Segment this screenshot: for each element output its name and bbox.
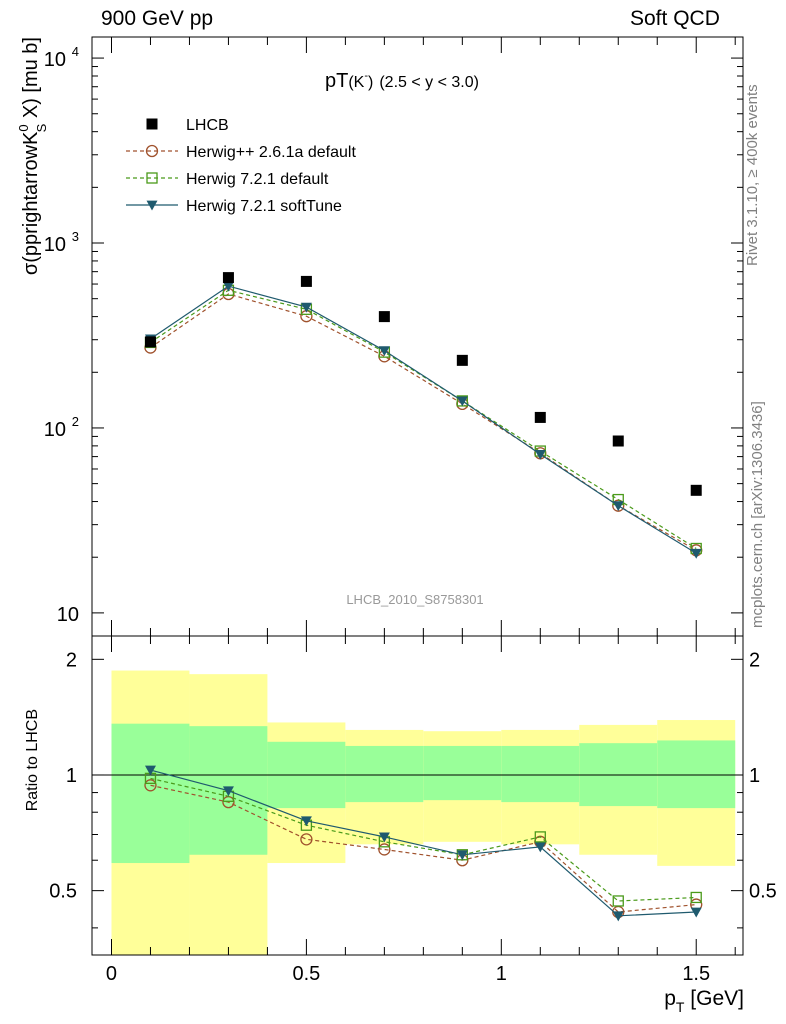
ratio-data-point [612, 895, 624, 907]
legend-marker [145, 144, 159, 158]
ratio-y-tick-label: 1 [66, 765, 77, 787]
data-point [300, 302, 312, 313]
ratio-y-tick-label: 2 [66, 649, 77, 671]
uncertainty-band-stat [657, 740, 736, 809]
ratio-y-tick-label-right: 0.5 [749, 881, 777, 903]
x-axis-label-rest: [GeV] [684, 987, 744, 1010]
ratio-data-point [300, 833, 313, 846]
x-axis-label-main: p [664, 987, 676, 1010]
x-axis-label: pT [GeV] [664, 987, 744, 1015]
data-point [456, 354, 468, 366]
uncertainty-band-stat [345, 745, 424, 803]
ratio-panel: 0.5 0.51 12 20 0.5 1 1.5pT [GeV]Ratio to LHCB [24, 635, 777, 1015]
ratio-data-point [300, 816, 312, 827]
y-tick-label: 10 [44, 419, 66, 441]
ratio-data-point [534, 831, 546, 843]
plot-title-main: pT [325, 70, 348, 92]
y-tick-label: 10 [57, 604, 79, 626]
plot-title-range: (2.5 < y < 3.0) [379, 74, 479, 91]
uncertainty-band-stat [501, 745, 580, 803]
ratio-y-tick-label-right: 2 [749, 649, 760, 671]
y-tick-label: 10 [44, 49, 66, 71]
data-point [222, 272, 234, 284]
y-axis-label-main: σ(pprightarrowK [20, 131, 42, 275]
analysis-watermark: LHCB_2010_S8758301 [346, 592, 483, 607]
ratio-data-point [222, 786, 234, 797]
data-point [534, 411, 546, 423]
ratio-series-line [150, 784, 697, 913]
data-point [612, 435, 624, 447]
plot-title-particle-close: ) [368, 74, 373, 91]
x-tick-label: 1.5 [682, 963, 710, 985]
ratio-data-point [534, 842, 546, 853]
data-point [456, 396, 468, 407]
legend-marker [146, 118, 158, 130]
plot-title: pT(K-) (2.5 < y < 3.0) [325, 70, 479, 92]
ratio-data-point [144, 779, 157, 792]
legend-marker [146, 200, 158, 211]
series-line [150, 289, 697, 550]
data-point [690, 484, 702, 496]
uncertainty-band-stat [423, 745, 502, 801]
data-point [378, 346, 390, 357]
legend-label: LHCB [186, 117, 229, 134]
data-point [144, 336, 156, 348]
plot-title-particle-sup: - [364, 70, 368, 82]
y-axis-label: σ(pprightarrowK0 S X) [mu b] [16, 37, 49, 275]
y-tick-label: 10 [44, 234, 66, 256]
y-tick-label-exponent: 2 [72, 414, 79, 429]
y-tick-label-exponent: 4 [72, 44, 79, 59]
series-line [150, 293, 697, 551]
legend-label: Herwig 7.2.1 softTune [186, 198, 342, 215]
plot-title-particle: (K [348, 74, 364, 91]
ratio-data-point [690, 907, 702, 918]
uncertainty-band-stat [111, 723, 190, 864]
header-left-label: 900 GeV pp [101, 7, 214, 30]
y-axis-label-rest: X) [mu b] [20, 37, 42, 124]
x-tick-label: 1 [496, 963, 507, 985]
data-point [690, 548, 702, 559]
ratio-data-point [612, 911, 624, 922]
ratio-data-point [378, 843, 391, 856]
ratio-y-tick-label: 0.5 [49, 881, 77, 903]
series-line [150, 285, 697, 554]
data-point [612, 501, 624, 512]
ratio-data-point [456, 850, 468, 861]
ratio-frame [91, 635, 744, 956]
legend-marker [146, 172, 158, 184]
legend-label: Herwig++ 2.6.1a default [186, 144, 356, 161]
data-point [534, 449, 546, 460]
header-right-label: Soft QCD [630, 7, 720, 30]
data-point [222, 281, 234, 292]
ratio-series-line [150, 777, 697, 902]
x-tick-label: 0 [106, 963, 117, 985]
y-tick-label-exponent: 3 [72, 229, 79, 244]
y-axis-label-sub: S [34, 123, 49, 132]
ratio-data-point [690, 891, 702, 904]
ratio-y-axis-label: Ratio to LHCB [24, 709, 41, 811]
ratio-series-line [150, 769, 697, 917]
data-point [378, 311, 390, 323]
ratio-data-point [144, 765, 156, 776]
x-tick-label: 0.5 [292, 963, 320, 985]
main-panel: 10 10 2 10 3 10 4 pT(K-) (2.5 < y < 3.0) σ(pprigh… [16, 36, 744, 637]
ratio-y-tick-label-right: 1 [749, 765, 760, 787]
x-axis-label-sub: T [676, 999, 685, 1015]
legend-label: Herwig 7.2.1 default [186, 171, 329, 188]
y-axis-label-sup: 0 [16, 124, 31, 131]
ratio-data-point [378, 832, 390, 843]
data-point [300, 275, 312, 287]
